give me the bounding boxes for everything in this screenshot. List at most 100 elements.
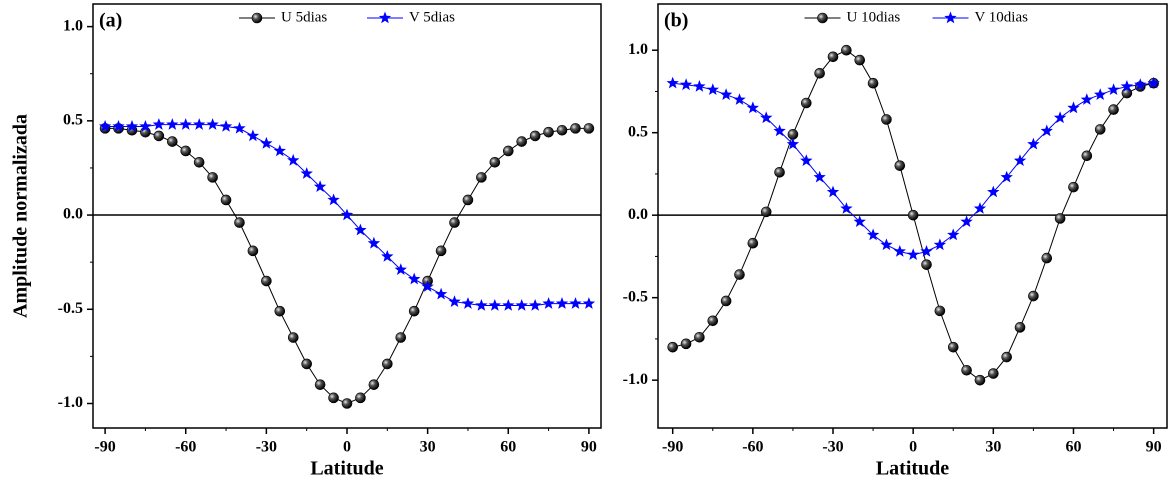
sphere-marker [747, 237, 759, 249]
star-marker [555, 297, 569, 309]
sphere-marker [921, 259, 932, 270]
x-tick-label: -30 [822, 439, 843, 456]
sphere-marker [974, 374, 986, 386]
sphere-marker [261, 275, 272, 287]
sphere-marker [502, 145, 514, 157]
star-marker [1000, 170, 1013, 183]
panel-label: (b) [664, 10, 688, 32]
sphere-marker [516, 136, 528, 147]
star-marker [354, 223, 367, 236]
star-marker [327, 193, 340, 206]
star-marker [960, 215, 973, 227]
sphere-marker [827, 51, 839, 63]
star-marker [733, 93, 746, 105]
sphere-marker [247, 245, 259, 257]
sphere-marker [153, 130, 165, 142]
star-marker [273, 144, 286, 157]
sphere-marker [435, 245, 447, 257]
sphere-marker [774, 166, 785, 178]
star-marker [367, 236, 381, 249]
sphere-marker [814, 67, 825, 79]
star-marker [1094, 88, 1107, 100]
sphere-marker [961, 364, 972, 376]
sphere-marker [314, 379, 326, 390]
x-axis-label: Latitude [876, 458, 949, 480]
star-marker [260, 136, 273, 149]
star-marker [720, 88, 733, 100]
y-tick-label: 1.0 [628, 41, 648, 58]
star-marker [693, 80, 706, 92]
sphere-marker [395, 332, 407, 343]
star-marker [786, 137, 800, 150]
star-marker [1107, 83, 1120, 95]
star-marker [987, 185, 1000, 198]
star-marker [340, 208, 354, 221]
star-marker [193, 118, 206, 130]
sphere-marker [449, 217, 460, 228]
x-tick-label: -60 [742, 439, 763, 456]
y-tick-label: 0.0 [628, 206, 648, 223]
sphere-marker [734, 269, 745, 280]
sphere-marker [220, 194, 232, 206]
star-marker [139, 120, 152, 132]
sphere-marker [193, 156, 205, 168]
sphere-marker [382, 358, 393, 370]
star-marker [760, 111, 773, 124]
x-tick-label: -90 [662, 439, 683, 456]
sphere-marker [355, 392, 366, 404]
sphere-marker [1054, 213, 1066, 224]
sphere-marker [408, 305, 420, 317]
star-marker [1053, 111, 1067, 124]
star-marker [448, 295, 461, 307]
star-marker [408, 272, 421, 285]
y-tick-label: 1.0 [63, 17, 83, 34]
star-marker [529, 299, 542, 311]
star-marker [502, 299, 515, 311]
star-marker [800, 154, 813, 166]
star-marker [1120, 80, 1134, 92]
star-marker [706, 83, 719, 95]
legend-marker [378, 11, 392, 24]
legend-marker [944, 11, 957, 24]
sphere-marker [1014, 322, 1026, 333]
star-marker [907, 248, 920, 260]
star-marker [666, 76, 679, 89]
star-marker [826, 185, 840, 198]
sphere-marker [462, 194, 474, 206]
star-marker [98, 120, 112, 132]
legend-marker [817, 12, 828, 24]
star-marker [219, 120, 233, 132]
sphere-marker [1001, 351, 1012, 363]
y-tick-label: 0.5 [63, 112, 83, 129]
star-marker [125, 120, 139, 132]
y-tick-label: -0.5 [623, 288, 648, 305]
star-marker [166, 118, 179, 130]
sphere-marker [1108, 104, 1119, 115]
y-tick-label: -0.5 [58, 300, 83, 317]
sphere-marker [894, 160, 906, 171]
x-tick-label: 0 [909, 439, 917, 456]
star-marker [1134, 78, 1147, 91]
sphere-marker [529, 130, 541, 142]
y-tick-label: 0.0 [63, 206, 83, 223]
sphere-marker [207, 172, 218, 183]
x-tick-label: -90 [94, 439, 115, 456]
sphere-marker [556, 124, 568, 136]
star-marker [179, 118, 192, 130]
star-marker [773, 124, 786, 137]
y-tick-label: -1.0 [623, 371, 648, 388]
star-marker [421, 280, 434, 292]
star-marker [1040, 124, 1053, 137]
sphere-marker [476, 172, 487, 183]
star-marker [475, 299, 488, 311]
x-tick-label: 30 [420, 439, 436, 456]
sphere-marker [760, 206, 772, 218]
legend-marker [251, 12, 263, 24]
star-marker [1067, 101, 1080, 114]
star-marker [313, 180, 327, 192]
x-tick-label: -30 [256, 439, 277, 456]
x-tick-label: -60 [175, 439, 196, 456]
legend-label: V 5dias [409, 9, 455, 25]
x-tick-label: 60 [500, 439, 516, 456]
sphere-marker [287, 332, 299, 343]
